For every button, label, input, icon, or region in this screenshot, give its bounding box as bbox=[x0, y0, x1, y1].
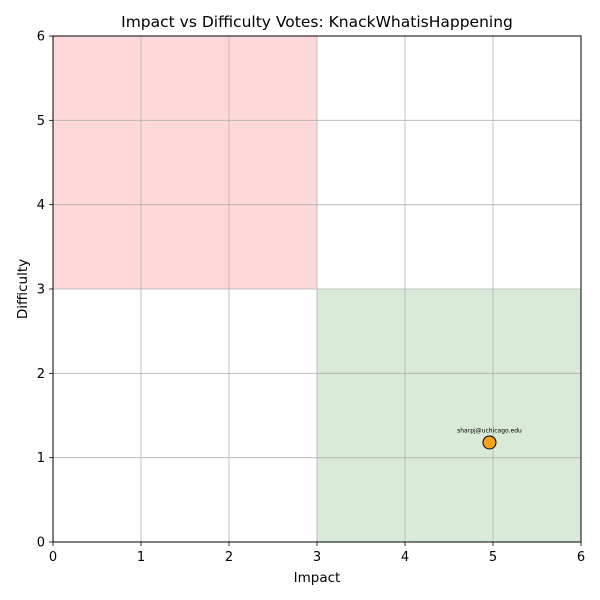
chart-title: Impact vs Difficulty Votes: KnackWhatisH… bbox=[121, 13, 513, 31]
y-tick-label: 3 bbox=[37, 283, 45, 298]
axis-ticks: 0 1 2 3 4 5 6 0 1 2 3 4 5 6 bbox=[37, 30, 585, 566]
quadrant-regions bbox=[53, 36, 581, 542]
y-tick-label: 0 bbox=[37, 536, 45, 551]
x-tick-label: 5 bbox=[489, 550, 497, 565]
data-point bbox=[482, 435, 497, 450]
x-tick-label: 6 bbox=[577, 550, 585, 565]
x-tick-label: 2 bbox=[225, 550, 233, 565]
x-tick-label: 3 bbox=[313, 550, 321, 565]
y-axis-label: Difficulty bbox=[15, 259, 31, 319]
data-points: sharpj@uchicago.edu bbox=[457, 427, 522, 450]
x-axis-label: Impact bbox=[294, 570, 341, 586]
y-tick-label: 2 bbox=[37, 367, 45, 382]
x-tick-label: 1 bbox=[137, 550, 145, 565]
x-tick-label: 4 bbox=[401, 550, 409, 565]
data-point-label: sharpj@uchicago.edu bbox=[457, 427, 522, 434]
x-tick-label: 0 bbox=[49, 550, 57, 565]
y-tick-label: 1 bbox=[37, 451, 45, 466]
y-tick-label: 4 bbox=[37, 198, 45, 213]
region-0 bbox=[53, 36, 317, 289]
y-tick-label: 6 bbox=[37, 30, 45, 45]
y-tick-label: 5 bbox=[37, 114, 45, 129]
region-1 bbox=[317, 289, 581, 542]
